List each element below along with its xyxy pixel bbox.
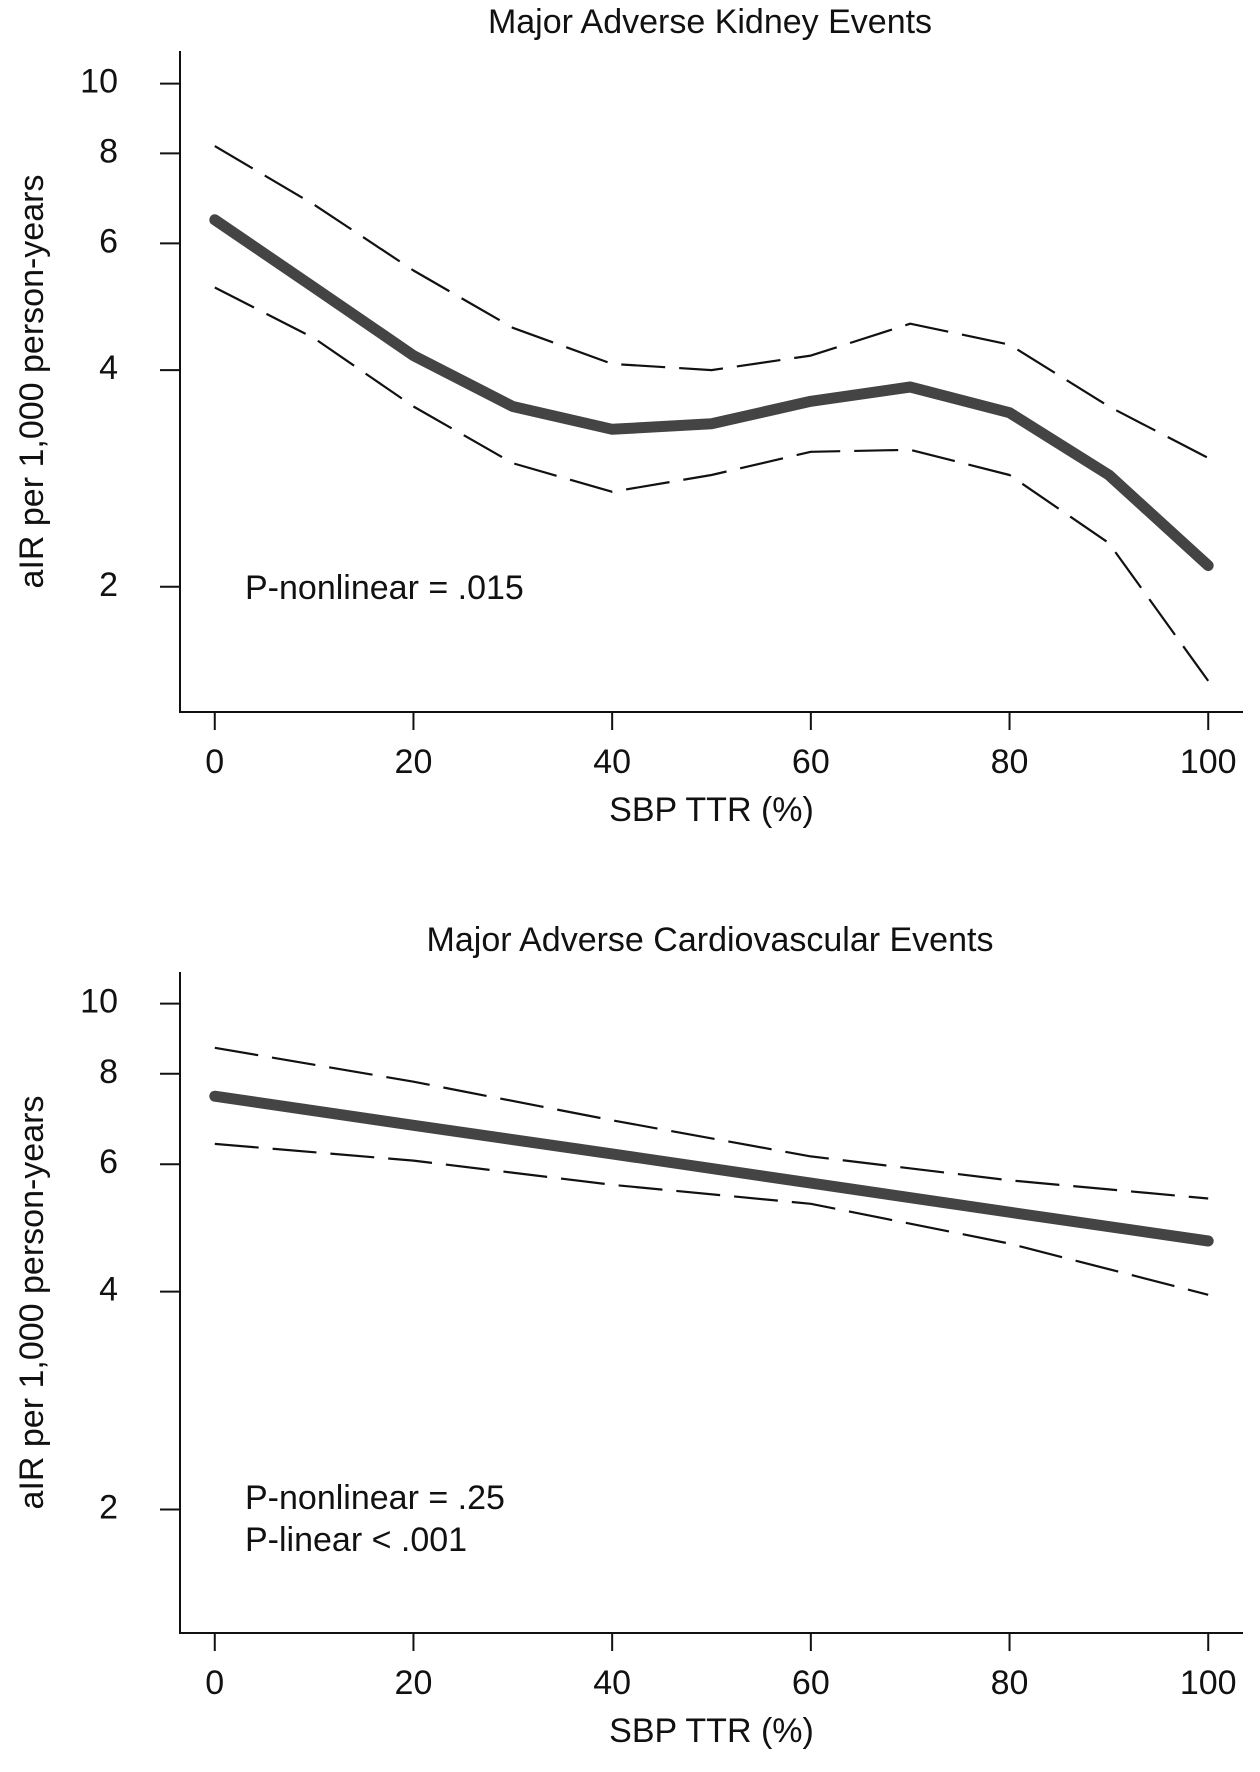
y-tick-label: 2	[99, 1488, 118, 1526]
x-tick-label: 40	[593, 1664, 631, 1702]
x-axis-label: SBP TTR (%)	[609, 791, 814, 829]
x-tick-label: 0	[205, 743, 224, 781]
x-tick-label: 60	[792, 1664, 830, 1702]
x-tick-label: 20	[395, 743, 433, 781]
axis-line	[179, 972, 1243, 1634]
annotation: P-nonlinear = .25	[245, 1479, 505, 1517]
x-tick-label: 0	[205, 1664, 224, 1702]
y-tick-label: 4	[99, 1271, 118, 1309]
x-tick-label: 40	[593, 743, 631, 781]
ci-line	[214, 286, 1210, 682]
ci-line	[214, 1046, 1209, 1200]
y-tick-label: 4	[99, 349, 118, 387]
chart-title: Major Adverse Cardiovascular Events	[427, 921, 994, 959]
axis-line	[179, 51, 1243, 713]
x-tick-label: 80	[991, 743, 1029, 781]
y-axis-label: aIR per 1,000 person-years	[13, 1096, 51, 1510]
y-tick-label: 10	[80, 63, 118, 101]
annotation: P-linear < .001	[245, 1521, 467, 1559]
y-tick-label: 6	[99, 222, 118, 260]
ci-line	[214, 1142, 1209, 1296]
y-tick-label: 8	[99, 132, 118, 170]
x-tick-label: 60	[792, 743, 830, 781]
x-axis-label: SBP TTR (%)	[609, 1712, 814, 1750]
x-tick-label: 100	[1180, 1664, 1237, 1702]
x-tick-label: 80	[991, 1664, 1029, 1702]
annotation: P-nonlinear = .015	[245, 569, 524, 607]
estimate-line	[209, 1090, 1214, 1247]
y-tick-label: 2	[99, 566, 118, 604]
chart-title: Major Adverse Kidney Events	[488, 3, 932, 41]
ci-line	[214, 145, 1209, 459]
y-tick-label: 6	[99, 1143, 118, 1181]
y-tick-label: 8	[99, 1053, 118, 1091]
x-tick-label: 100	[1180, 743, 1237, 781]
x-tick-label: 20	[395, 1664, 433, 1702]
y-axis-label: aIR per 1,000 person-years	[13, 175, 51, 589]
estimate-line	[209, 214, 1214, 572]
y-tick-label: 10	[80, 983, 118, 1021]
